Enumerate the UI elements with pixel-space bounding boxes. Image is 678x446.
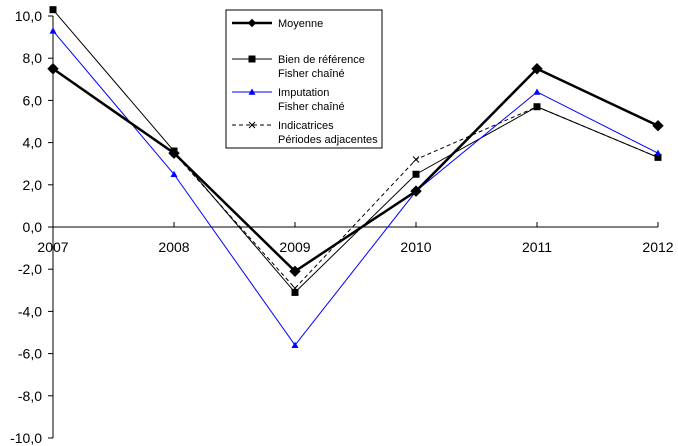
data-point-square xyxy=(412,170,420,178)
data-point-x xyxy=(291,284,299,292)
y-tick-label: 6,0 xyxy=(23,92,43,108)
data-point-diamond xyxy=(410,185,422,197)
data-point-triangle xyxy=(533,88,541,95)
legend-label: Périodes adjacentes xyxy=(278,134,378,146)
y-tick-label: -10,0 xyxy=(10,430,42,446)
data-point-triangle xyxy=(49,27,57,34)
x-tick-label: 2012 xyxy=(642,239,673,255)
y-tick-label: 4,0 xyxy=(23,135,43,151)
legend-label: Moyenne xyxy=(278,18,323,30)
series-line xyxy=(52,30,659,346)
axes: 10,0 8,0 6,0 4,0 2,0 0,0 -2,0 -4,0 -6,0 -8,0 -10,0… xyxy=(10,8,674,446)
series-3 xyxy=(49,27,662,348)
y-tick-label: -8,0 xyxy=(18,388,42,404)
data-point-square xyxy=(49,6,57,14)
y-tick-label: 2,0 xyxy=(23,177,43,193)
data-point-x xyxy=(533,103,541,111)
y-tick-label: 10,0 xyxy=(15,8,42,24)
series-1 xyxy=(47,63,664,278)
data-point-x xyxy=(654,154,662,161)
data-point-diamond xyxy=(247,18,257,28)
legend-label: Fisher chaîné xyxy=(278,68,345,80)
legend-label: Indicatrices xyxy=(278,120,334,132)
data-point-square xyxy=(248,55,256,63)
data-point-diamond xyxy=(47,63,59,75)
legend-label: Imputation xyxy=(278,87,329,99)
y-tick-label: 0,0 xyxy=(23,219,43,235)
legend-entry-4: Indicatrices Périodes adjacentes xyxy=(232,120,378,146)
x-tick-label: 2009 xyxy=(279,239,310,255)
data-point-diamond xyxy=(168,147,180,159)
series-line xyxy=(52,67,659,273)
data-point-diamond xyxy=(531,63,543,75)
legend-label: Fisher chaîné xyxy=(278,101,345,113)
legend-entry-3: Imputation Fisher chaîné xyxy=(232,87,345,113)
data-point-x xyxy=(412,156,420,163)
y-tick-label: 8,0 xyxy=(23,50,43,66)
series-layer xyxy=(47,6,664,348)
data-point-diamond xyxy=(652,120,664,132)
legend-entry-1: Moyenne xyxy=(232,18,323,30)
x-tick-label: 2010 xyxy=(400,239,431,255)
y-tick-label: -4,0 xyxy=(18,303,42,319)
data-point-x xyxy=(248,121,256,129)
data-point-triangle xyxy=(170,170,178,178)
y-tick-label: -2,0 xyxy=(18,261,42,277)
x-tick-label: 2011 xyxy=(522,239,552,255)
data-point-triangle xyxy=(654,149,662,156)
data-point-square xyxy=(291,288,299,296)
x-tick-label: 2007 xyxy=(37,239,68,255)
data-point-triangle xyxy=(248,88,256,95)
data-point-triangle xyxy=(291,341,299,348)
data-point-diamond xyxy=(289,265,301,278)
y-tick-label: -6,0 xyxy=(18,346,42,362)
legend-label: Bien de référence xyxy=(278,54,365,66)
x-tick-label: 2008 xyxy=(158,239,189,255)
legend-entry-2: Bien de référence Fisher chaîné xyxy=(232,54,365,80)
